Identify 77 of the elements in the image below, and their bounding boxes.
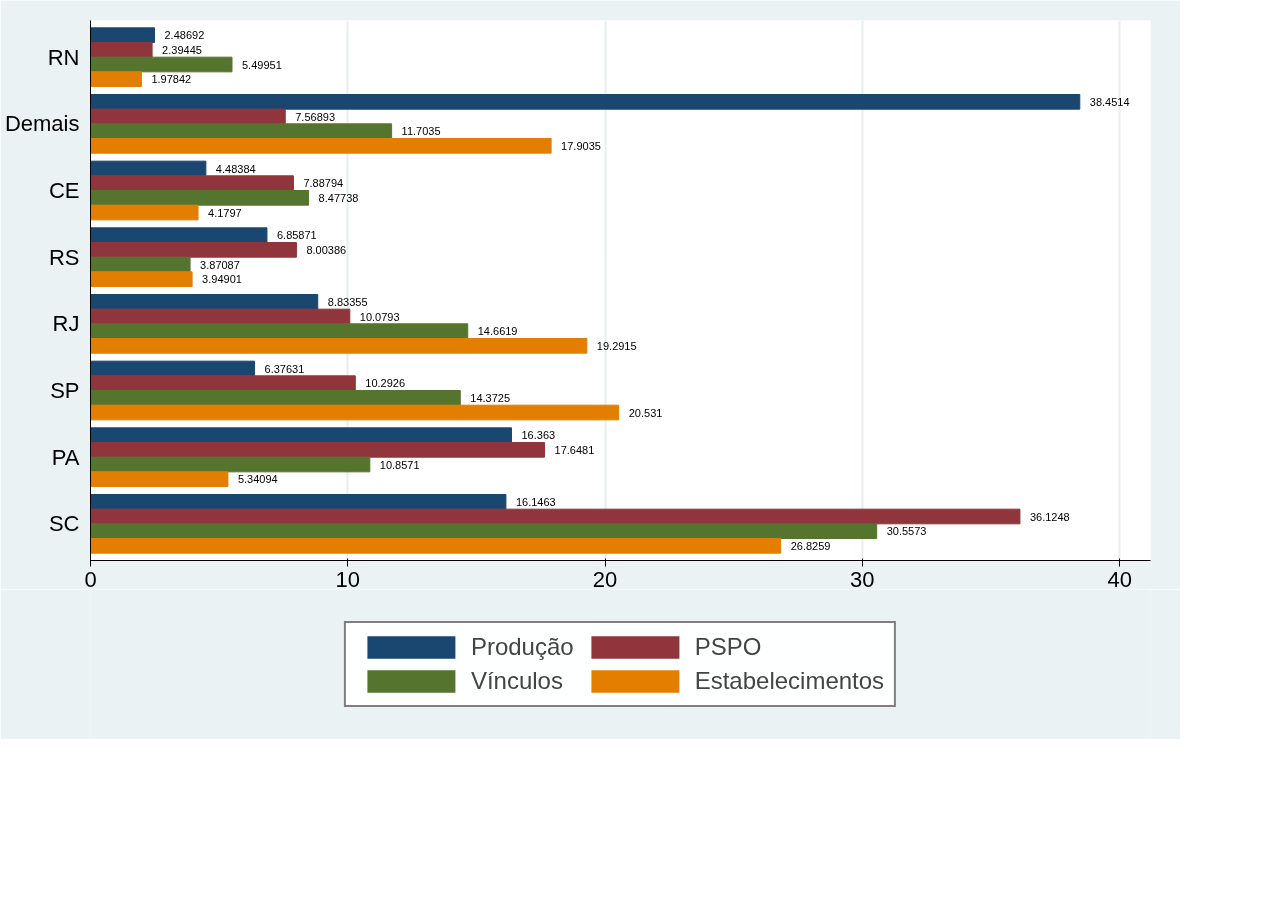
x-tick-label: 30 xyxy=(850,566,875,592)
bar xyxy=(90,471,229,487)
bar xyxy=(90,42,153,58)
data-label: 2.39445 xyxy=(162,43,202,56)
data-label: 10.2926 xyxy=(365,377,406,390)
bar xyxy=(90,190,310,206)
bar xyxy=(90,538,782,554)
x-tick-label: 40 xyxy=(1107,566,1132,592)
bar xyxy=(90,271,193,287)
data-label: 3.94901 xyxy=(202,273,242,286)
bar xyxy=(90,427,512,443)
y-tick-label: RJ xyxy=(52,311,80,337)
legend-label: Estabelecimentos xyxy=(694,667,885,695)
y-tick-label: RN xyxy=(47,44,80,70)
data-label: 4.1797 xyxy=(208,206,242,219)
data-label: 16.363 xyxy=(521,429,556,442)
data-label: 17.9035 xyxy=(561,139,601,152)
data-label: 8.83355 xyxy=(327,295,368,308)
bar xyxy=(90,94,1081,110)
bar xyxy=(90,338,588,354)
bar xyxy=(90,323,469,339)
data-label: 8.00386 xyxy=(306,243,347,256)
legend-label: PSPO xyxy=(694,633,762,661)
bar xyxy=(90,56,233,73)
bar xyxy=(90,456,371,473)
x-tick-label: 20 xyxy=(592,566,618,592)
data-label: 10.0793 xyxy=(359,310,400,323)
data-label: 1.97842 xyxy=(151,73,192,86)
y-tick-label: PA xyxy=(51,444,80,470)
data-label: 14.3725 xyxy=(470,391,511,404)
x-tick-label: 10 xyxy=(335,566,361,592)
x-tick-label: 0 xyxy=(84,566,97,592)
y-tick-label: CE xyxy=(48,178,80,203)
data-label: 30.5573 xyxy=(886,525,927,538)
bar xyxy=(90,160,207,177)
data-label: 16.1463 xyxy=(515,495,556,508)
data-label: 8.47738 xyxy=(318,191,359,204)
data-label: 11.7035 xyxy=(401,125,441,138)
legend-label: Vínculos xyxy=(470,667,563,695)
bar xyxy=(90,404,620,421)
bar xyxy=(90,523,878,539)
bar xyxy=(90,442,546,458)
bar xyxy=(90,242,297,258)
bar xyxy=(90,294,319,310)
bar xyxy=(90,508,1021,525)
data-label: 5.49951 xyxy=(241,58,282,71)
y-tick-label: SC xyxy=(48,511,80,537)
y-tick-label: SP xyxy=(50,378,80,403)
bar xyxy=(90,175,294,191)
data-label: 6.37631 xyxy=(264,362,305,375)
data-label: 3.87087 xyxy=(200,258,240,271)
bar xyxy=(90,204,199,221)
bar xyxy=(90,123,393,139)
data-label: 17.6481 xyxy=(554,443,595,456)
data-label: 6.85871 xyxy=(276,229,317,242)
data-label: 38.4514 xyxy=(1089,95,1130,108)
data-label: 5.34094 xyxy=(237,473,278,486)
data-label: 36.1248 xyxy=(1029,510,1070,523)
y-tick-label: Demais xyxy=(4,111,80,137)
data-label: 7.88794 xyxy=(303,177,344,190)
bar xyxy=(90,390,461,406)
bar xyxy=(90,27,155,43)
bar xyxy=(90,375,356,391)
data-label: 2.48692 xyxy=(164,29,205,42)
legend-label: Produção xyxy=(470,633,574,661)
data-label: 4.48384 xyxy=(215,162,256,175)
data-label: 7.56893 xyxy=(295,110,335,123)
bar xyxy=(90,71,142,87)
bar xyxy=(90,138,552,154)
data-label: 10.8571 xyxy=(379,458,420,471)
bar xyxy=(90,227,268,243)
bar xyxy=(90,494,507,510)
data-label: 14.6619 xyxy=(477,325,518,338)
data-label: 26.8259 xyxy=(790,539,831,552)
data-label: 20.531 xyxy=(628,406,663,419)
y-tick-label: RS xyxy=(48,244,80,270)
data-label: 19.2915 xyxy=(596,339,637,352)
